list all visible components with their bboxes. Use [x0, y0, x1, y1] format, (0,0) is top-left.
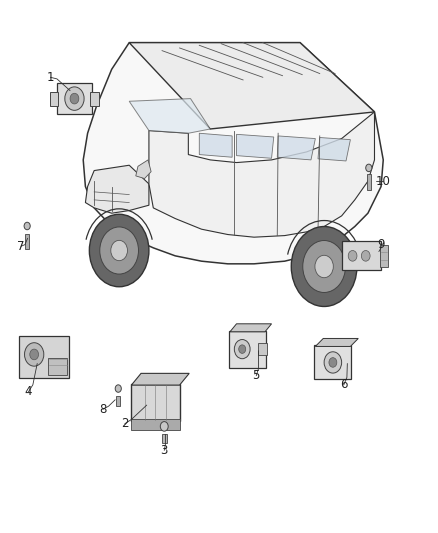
FancyBboxPatch shape — [117, 395, 120, 406]
FancyBboxPatch shape — [131, 384, 180, 421]
FancyBboxPatch shape — [229, 330, 266, 368]
Polygon shape — [237, 134, 274, 158]
Polygon shape — [129, 99, 210, 133]
FancyBboxPatch shape — [49, 92, 59, 106]
FancyBboxPatch shape — [48, 358, 67, 375]
Polygon shape — [149, 112, 374, 237]
Circle shape — [100, 227, 138, 274]
Circle shape — [329, 358, 337, 367]
Text: 8: 8 — [99, 403, 106, 416]
Polygon shape — [230, 324, 272, 332]
Text: 4: 4 — [25, 385, 32, 398]
Circle shape — [324, 352, 342, 373]
FancyBboxPatch shape — [342, 241, 381, 270]
FancyBboxPatch shape — [57, 83, 92, 115]
FancyBboxPatch shape — [131, 419, 180, 430]
Text: 6: 6 — [340, 378, 348, 391]
Circle shape — [160, 422, 168, 431]
Circle shape — [234, 340, 250, 359]
Circle shape — [25, 343, 44, 366]
Circle shape — [89, 214, 149, 287]
Polygon shape — [318, 138, 350, 161]
Circle shape — [315, 255, 333, 278]
Circle shape — [115, 385, 121, 392]
FancyBboxPatch shape — [25, 235, 29, 249]
FancyBboxPatch shape — [314, 345, 351, 379]
Polygon shape — [131, 373, 189, 385]
Polygon shape — [315, 338, 358, 346]
Text: 5: 5 — [253, 369, 260, 382]
Circle shape — [111, 240, 127, 261]
Polygon shape — [199, 133, 232, 157]
Polygon shape — [83, 43, 383, 264]
Circle shape — [361, 251, 370, 261]
FancyBboxPatch shape — [367, 174, 371, 190]
Polygon shape — [85, 165, 149, 213]
Circle shape — [65, 87, 84, 110]
Text: 2: 2 — [121, 417, 129, 430]
Circle shape — [24, 222, 30, 230]
Text: 7: 7 — [17, 240, 25, 253]
FancyBboxPatch shape — [379, 245, 388, 267]
Text: 9: 9 — [377, 238, 385, 251]
Text: 3: 3 — [161, 444, 168, 457]
Circle shape — [366, 164, 372, 172]
Circle shape — [303, 240, 346, 293]
Circle shape — [239, 345, 246, 353]
Circle shape — [70, 93, 79, 104]
Polygon shape — [129, 43, 374, 129]
FancyBboxPatch shape — [90, 92, 99, 106]
Circle shape — [348, 251, 357, 261]
Circle shape — [30, 349, 39, 360]
Text: 1: 1 — [46, 71, 54, 84]
FancyBboxPatch shape — [19, 336, 69, 378]
Polygon shape — [136, 160, 151, 179]
Polygon shape — [277, 136, 315, 160]
Text: 10: 10 — [376, 175, 391, 188]
Circle shape — [291, 227, 357, 306]
FancyBboxPatch shape — [162, 434, 166, 443]
FancyBboxPatch shape — [258, 343, 267, 355]
